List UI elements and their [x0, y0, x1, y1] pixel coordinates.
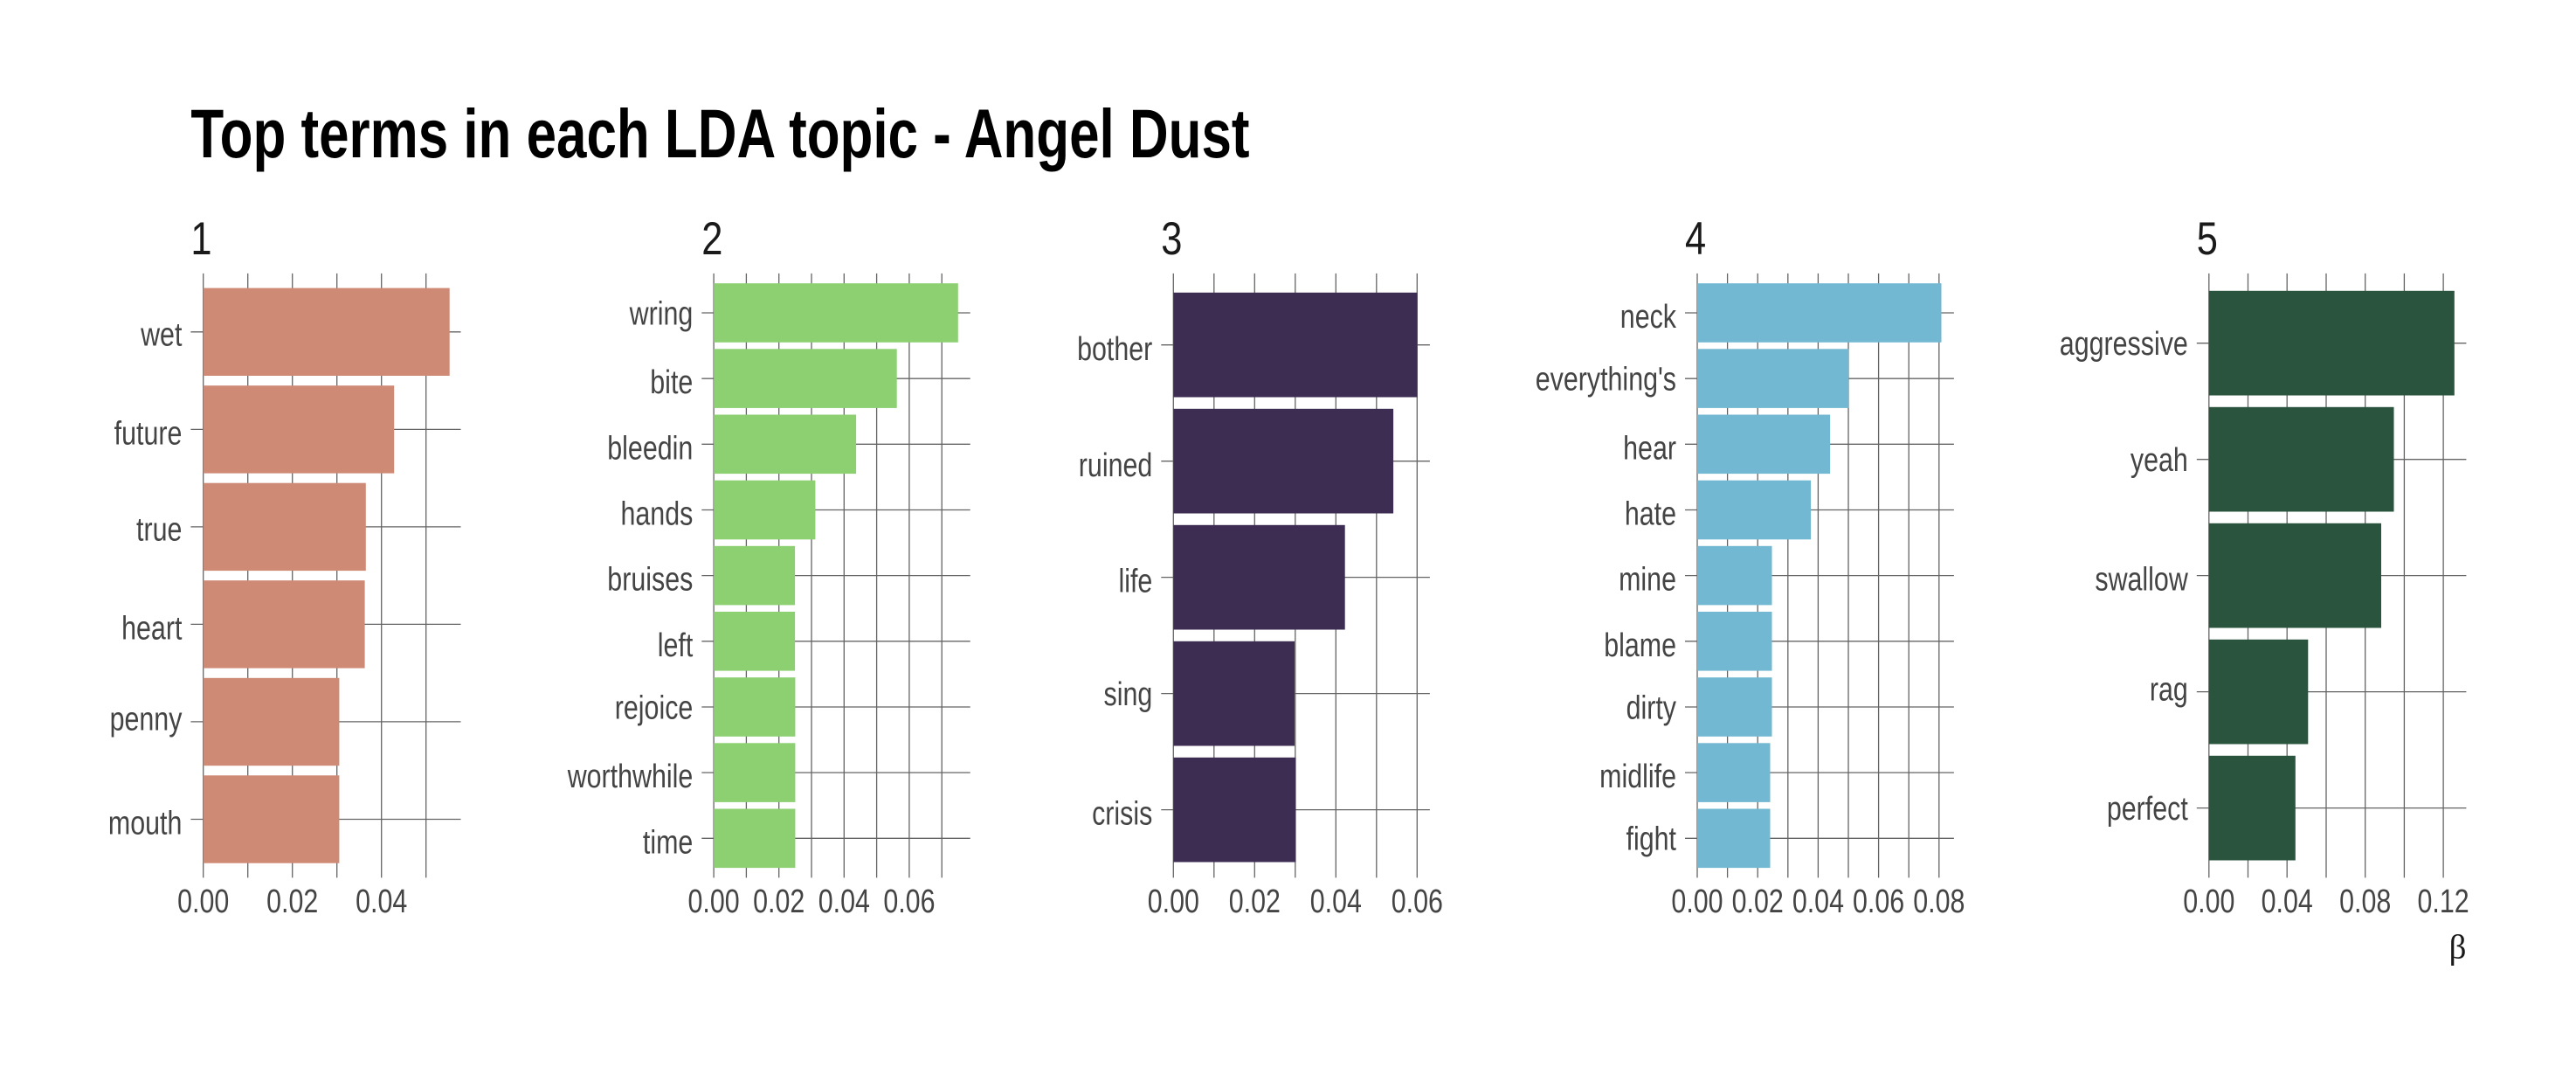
svg-text:mouth: mouth — [108, 805, 182, 842]
svg-text:rag: rag — [2150, 671, 2188, 708]
svg-text:time: time — [643, 824, 693, 861]
svg-text:0.02: 0.02 — [753, 884, 805, 920]
svg-text:wring: wring — [629, 295, 694, 332]
svg-text:0.12: 0.12 — [2418, 884, 2469, 920]
svg-text:0.04: 0.04 — [356, 884, 407, 920]
svg-text:bleedin: bleedin — [607, 430, 693, 467]
svg-text:ruined: ruined — [1079, 447, 1153, 484]
svg-text:future: future — [114, 415, 183, 452]
svg-text:worthwhile: worthwhile — [567, 759, 693, 795]
svg-text:hate: hate — [1625, 495, 1676, 532]
svg-text:bite: bite — [650, 364, 693, 401]
svg-text:4: 4 — [1685, 213, 1706, 265]
svg-text:0.02: 0.02 — [266, 884, 318, 920]
svg-text:perfect: perfect — [2107, 791, 2188, 828]
svg-text:Top terms in each LDA topic -: Top terms in each LDA topic - Angel Dust — [190, 95, 1249, 172]
svg-text:0.06: 0.06 — [883, 884, 935, 920]
svg-text:3: 3 — [1161, 213, 1182, 265]
svg-text:β: β — [2449, 928, 2467, 966]
svg-text:0.06: 0.06 — [1392, 884, 1443, 920]
svg-text:true: true — [136, 511, 182, 548]
svg-text:bother: bother — [1077, 331, 1152, 368]
svg-text:blame: blame — [1604, 627, 1676, 664]
svg-text:fight: fight — [1626, 821, 1677, 857]
svg-text:penny: penny — [110, 702, 183, 738]
svg-text:left: left — [658, 627, 694, 664]
svg-text:0.00: 0.00 — [688, 884, 740, 920]
svg-text:0.04: 0.04 — [2262, 884, 2313, 920]
svg-text:0.00: 0.00 — [177, 884, 229, 920]
svg-text:yeah: yeah — [2131, 442, 2188, 479]
svg-text:0.04: 0.04 — [1310, 884, 1362, 920]
svg-text:swallow: swallow — [2095, 562, 2188, 599]
svg-text:0.00: 0.00 — [1671, 884, 1723, 920]
svg-text:life: life — [1118, 564, 1152, 600]
svg-text:0.08: 0.08 — [1913, 884, 1965, 920]
svg-text:2: 2 — [701, 213, 722, 265]
svg-text:0.08: 0.08 — [2339, 884, 2391, 920]
svg-text:0.00: 0.00 — [2183, 884, 2234, 920]
svg-text:0.02: 0.02 — [1732, 884, 1784, 920]
svg-text:aggressive: aggressive — [2060, 326, 2188, 363]
svg-text:0.02: 0.02 — [1229, 884, 1281, 920]
svg-text:0.06: 0.06 — [1853, 884, 1904, 920]
svg-text:1: 1 — [190, 213, 211, 265]
svg-text:0.04: 0.04 — [1792, 884, 1844, 920]
svg-text:crisis: crisis — [1092, 796, 1152, 833]
svg-text:wet: wet — [140, 316, 183, 353]
svg-text:hands: hands — [620, 495, 693, 532]
svg-text:midlife: midlife — [1599, 759, 1676, 795]
svg-text:everything's: everything's — [1536, 361, 1676, 398]
svg-text:neck: neck — [1620, 299, 1677, 336]
svg-text:hear: hear — [1623, 430, 1676, 467]
svg-text:heart: heart — [121, 610, 183, 647]
svg-text:dirty: dirty — [1626, 689, 1677, 726]
svg-text:0.00: 0.00 — [1148, 884, 1199, 920]
svg-text:mine: mine — [1619, 562, 1676, 599]
svg-text:sing: sing — [1104, 676, 1153, 713]
svg-text:5: 5 — [2197, 213, 2218, 265]
svg-text:bruises: bruises — [607, 562, 693, 599]
svg-text:0.04: 0.04 — [818, 884, 870, 920]
svg-text:rejoice: rejoice — [615, 689, 694, 726]
